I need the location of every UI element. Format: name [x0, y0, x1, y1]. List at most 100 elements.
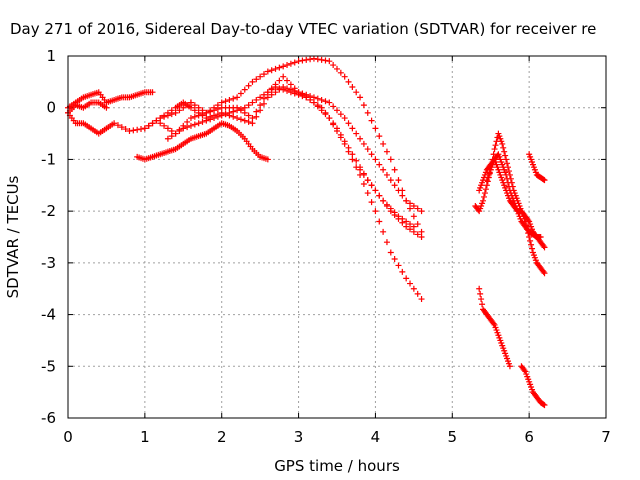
data-point-fill	[330, 103, 337, 110]
data-point	[149, 89, 156, 96]
data-point-fill	[122, 126, 129, 133]
data-point-fill	[414, 205, 421, 212]
data-point-fill	[479, 301, 486, 308]
y-axis-label: SDTVAR / TECUs	[4, 175, 22, 298]
data-point	[211, 115, 218, 122]
data-point-fill	[368, 151, 375, 158]
data-point-fill	[276, 85, 283, 92]
data-point-fill	[383, 171, 390, 178]
data-point	[541, 402, 548, 409]
data-point-fill	[272, 89, 279, 96]
data-point	[249, 120, 256, 127]
series-1	[65, 89, 156, 111]
data-point	[249, 78, 256, 85]
data-point	[357, 135, 364, 142]
data-point-fill	[253, 76, 260, 83]
data-point	[341, 140, 348, 147]
y-tick-label: -6	[41, 409, 56, 427]
data-point-fill	[257, 102, 264, 109]
data-point-fill	[149, 120, 156, 127]
data-point-fill	[307, 96, 314, 103]
series-12	[483, 151, 544, 240]
data-point-fill	[505, 183, 512, 190]
data-point-fill	[214, 106, 221, 113]
data-point-fill	[364, 177, 371, 184]
data-point-fill	[314, 56, 321, 63]
data-point-fill	[299, 91, 306, 98]
data-point-fill	[360, 102, 367, 109]
data-point-fill	[527, 237, 534, 244]
data-point-fill	[364, 146, 371, 153]
data-point-fill	[253, 113, 260, 120]
data-point	[218, 99, 225, 106]
data-point-fill	[287, 60, 294, 67]
data-point-fill	[199, 107, 206, 114]
data-point-fill	[191, 121, 198, 128]
data-point-fill	[199, 118, 206, 125]
data-point	[476, 285, 483, 292]
data-point	[410, 223, 417, 230]
data-point-fill	[504, 160, 511, 167]
data-point-fill	[168, 107, 175, 114]
x-tick-label: 5	[448, 428, 458, 446]
data-point-fill	[403, 218, 410, 225]
data-point-fill	[540, 176, 547, 183]
data-point-fill	[407, 221, 414, 228]
data-point-fill	[145, 122, 152, 129]
series-15	[518, 363, 548, 409]
data-point-fill	[164, 109, 171, 116]
data-point-fill	[391, 212, 398, 219]
data-point	[372, 187, 379, 194]
data-point-fill	[211, 107, 218, 114]
data-point-fill	[481, 190, 488, 197]
data-point-fill	[222, 111, 229, 118]
data-point	[103, 104, 110, 111]
x-tick-label: 4	[371, 428, 381, 446]
data-point-fill	[260, 100, 267, 107]
data-point-fill	[187, 122, 194, 129]
data-point	[157, 120, 164, 127]
data-point-fill	[118, 124, 125, 131]
data-point-fill	[376, 218, 383, 225]
data-point	[403, 197, 410, 204]
data-point-fill	[260, 71, 267, 78]
data-point-fill	[410, 285, 417, 292]
series-7	[164, 84, 417, 230]
data-point-fill	[161, 122, 168, 129]
data-point-fill	[203, 117, 210, 124]
data-point-fill	[214, 113, 221, 120]
data-point	[387, 177, 394, 184]
data-point-fill	[349, 84, 356, 91]
data-point-fill	[383, 202, 390, 209]
data-point-fill	[501, 148, 508, 155]
data-point-fill	[184, 118, 191, 125]
data-point	[372, 156, 379, 163]
data-point	[372, 125, 379, 132]
data-point-fill	[353, 130, 360, 137]
data-point-fill	[276, 64, 283, 71]
data-point-fill	[195, 104, 202, 111]
data-point-fill	[241, 109, 248, 116]
data-point-fill	[529, 245, 536, 252]
data-point	[157, 115, 164, 122]
data-point-fill	[257, 73, 264, 80]
x-tick-label: 6	[524, 428, 534, 446]
data-point-fill	[291, 59, 298, 66]
data-point	[506, 363, 513, 370]
data-point-fill	[218, 112, 225, 119]
y-tick-label: -2	[41, 202, 56, 220]
data-point	[326, 115, 333, 122]
data-point-fill	[414, 221, 421, 228]
data-point-fill	[480, 193, 487, 200]
data-point	[264, 94, 271, 101]
data-point-fill	[395, 177, 402, 184]
data-point	[541, 244, 548, 251]
data-point-fill	[314, 95, 321, 102]
data-point	[418, 296, 425, 303]
data-point-fill	[399, 219, 406, 226]
data-point-fill	[490, 320, 497, 327]
data-point-fill	[353, 164, 360, 171]
data-point-fill	[407, 200, 414, 207]
data-point-fill	[168, 133, 175, 140]
data-point-fill	[303, 94, 310, 101]
